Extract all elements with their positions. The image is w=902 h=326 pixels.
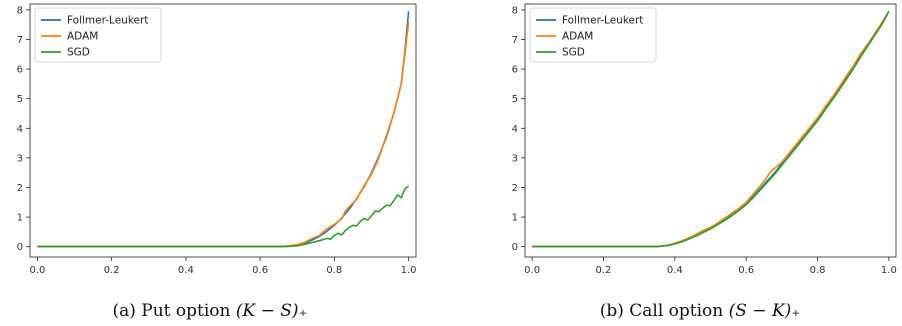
- caption-prefix: (a) Put option: [112, 301, 235, 321]
- y-tick-label: 0: [512, 242, 518, 253]
- x-tick-label: 0.6: [252, 265, 268, 276]
- y-tick-label: 8: [512, 5, 518, 16]
- figure-caption: (b) Call option (S − K)₊: [600, 301, 801, 321]
- figure-caption: (a) Put option (K − S)₊: [112, 301, 307, 321]
- series-line-sgd: [37, 185, 410, 248]
- caption-prefix: (b) Call option: [600, 301, 729, 321]
- x-tick-label: 0.8: [326, 265, 342, 276]
- y-tick-label: 5: [17, 94, 23, 105]
- series-line-adam: [37, 21, 410, 248]
- chart-call-option: 0.0 0.2 0.4 0.6 0.8 1.0 0 1 2 3 4 5 6 7 8 Follmer-Leuke…: [512, 3, 897, 321]
- caption-math: (S − K)₊: [729, 301, 801, 321]
- y-tick-label: 5: [512, 94, 518, 105]
- y-tick-label: 6: [512, 65, 518, 76]
- caption-math: (K − S)₊: [236, 301, 308, 321]
- y-tick-label: 4: [512, 124, 518, 135]
- y-tick-label: 3: [17, 153, 23, 164]
- y-tick-label: 2: [17, 183, 23, 194]
- y-tick-label: 7: [512, 35, 518, 46]
- x-tick-label: 0.4: [178, 265, 194, 276]
- x-tick-label: 0.8: [810, 265, 826, 276]
- legend-label: Follmer-Leukert: [562, 15, 643, 27]
- y-tick-label: 1: [17, 213, 23, 224]
- y-tick-label: 6: [17, 65, 23, 76]
- x-tick-label: 1.0: [881, 265, 897, 276]
- y-tick-label: 3: [512, 153, 518, 164]
- chart-put-option: 0.0 0.2 0.4 0.6 0.8 1.0 0 1 2 3 4 5 6 7 8 Follmer-Leuke…: [17, 3, 417, 321]
- series-line-sgd: [532, 11, 890, 248]
- y-tick-label: 2: [512, 183, 518, 194]
- x-tick-label: 0.4: [667, 265, 683, 276]
- legend: [34, 7, 162, 63]
- x-tick-label: 0.0: [524, 265, 540, 276]
- legend-label: SGD: [67, 47, 90, 59]
- legend-label: ADAM: [67, 31, 98, 43]
- x-tick-label: 1.0: [401, 265, 417, 276]
- legend: [529, 7, 657, 63]
- y-tick-label: 0: [17, 242, 23, 253]
- x-tick-label: 0.2: [104, 265, 120, 276]
- legend-label: SGD: [562, 47, 585, 59]
- x-tick-label: 0.0: [29, 265, 45, 276]
- y-tick-label: 8: [17, 5, 23, 16]
- y-tick-label: 7: [17, 35, 23, 46]
- y-tick-label: 1: [512, 213, 518, 224]
- y-tick-label: 4: [17, 124, 23, 135]
- legend-label: Follmer-Leukert: [67, 15, 148, 27]
- x-tick-label: 0.2: [596, 265, 612, 276]
- x-tick-label: 0.6: [738, 265, 754, 276]
- series-line-adam: [532, 10, 890, 248]
- legend-label: ADAM: [562, 31, 593, 43]
